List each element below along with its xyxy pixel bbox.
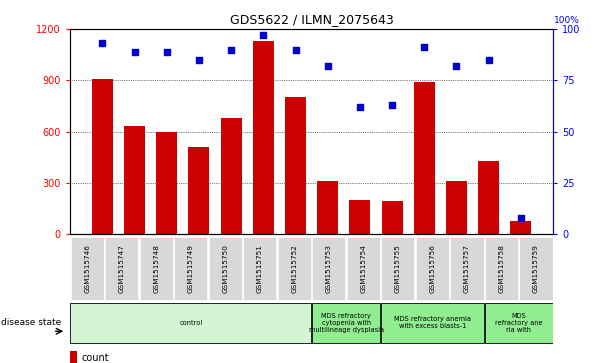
- Text: GSM1515755: GSM1515755: [395, 244, 401, 293]
- Bar: [221, 118, 241, 234]
- Text: GSM1515747: GSM1515747: [119, 244, 125, 293]
- Bar: [416, 237, 449, 300]
- Text: GSM1515756: GSM1515756: [429, 244, 435, 293]
- Bar: [446, 181, 467, 234]
- Bar: [313, 237, 345, 300]
- Text: GSM1515746: GSM1515746: [84, 244, 90, 293]
- Bar: [243, 237, 277, 300]
- Text: GSM1515748: GSM1515748: [153, 244, 159, 293]
- Text: MDS
refractory ane
ria with: MDS refractory ane ria with: [495, 313, 542, 333]
- Bar: [478, 161, 499, 234]
- Bar: [519, 237, 553, 300]
- Bar: [140, 237, 173, 300]
- Bar: [285, 97, 306, 234]
- Bar: [350, 200, 370, 234]
- Text: MDS refractory anemia
with excess blasts-1: MDS refractory anemia with excess blasts…: [394, 317, 471, 329]
- Bar: [188, 147, 209, 234]
- Point: [355, 104, 365, 110]
- Point: [162, 49, 171, 54]
- Text: GSM1515754: GSM1515754: [361, 244, 367, 293]
- Bar: [485, 237, 518, 300]
- Point: [130, 49, 139, 54]
- Bar: [381, 237, 415, 300]
- Bar: [92, 79, 113, 234]
- Text: GSM1515757: GSM1515757: [464, 244, 470, 293]
- Text: GSM1515749: GSM1515749: [188, 244, 194, 293]
- Bar: [451, 237, 483, 300]
- Title: GDS5622 / ILMN_2075643: GDS5622 / ILMN_2075643: [230, 13, 393, 26]
- Bar: [156, 131, 177, 234]
- Bar: [174, 237, 207, 300]
- Point: [194, 57, 204, 63]
- Point: [323, 63, 333, 69]
- Bar: [71, 237, 104, 300]
- Point: [452, 63, 461, 69]
- Bar: [71, 303, 311, 343]
- Bar: [278, 237, 311, 300]
- Text: count: count: [81, 353, 109, 363]
- Bar: [105, 237, 138, 300]
- Point: [516, 215, 526, 221]
- Point: [291, 46, 300, 52]
- Bar: [317, 181, 338, 234]
- Text: GSM1515759: GSM1515759: [533, 244, 539, 293]
- Bar: [70, 351, 77, 363]
- Text: GSM1515750: GSM1515750: [223, 244, 228, 293]
- Bar: [414, 82, 435, 234]
- Text: 100%: 100%: [554, 16, 580, 25]
- Bar: [485, 303, 553, 343]
- Point: [97, 41, 107, 46]
- Point: [484, 57, 494, 63]
- Text: control: control: [179, 320, 202, 326]
- Bar: [510, 221, 531, 234]
- Text: GSM1515753: GSM1515753: [326, 244, 332, 293]
- Bar: [253, 41, 274, 234]
- Text: GSM1515751: GSM1515751: [257, 244, 263, 293]
- Text: GSM1515758: GSM1515758: [499, 244, 505, 293]
- Point: [387, 102, 397, 108]
- Bar: [382, 201, 402, 234]
- Text: disease state: disease state: [1, 318, 61, 327]
- Bar: [347, 237, 380, 300]
- Bar: [381, 303, 484, 343]
- Point: [420, 45, 429, 50]
- Bar: [209, 237, 242, 300]
- Text: MDS refractory
cytopenia with
multilineage dysplasia: MDS refractory cytopenia with multilinea…: [309, 313, 384, 333]
- Text: GSM1515752: GSM1515752: [291, 244, 297, 293]
- Bar: [312, 303, 381, 343]
- Bar: [124, 126, 145, 234]
- Point: [258, 32, 268, 38]
- Point: [226, 46, 236, 52]
